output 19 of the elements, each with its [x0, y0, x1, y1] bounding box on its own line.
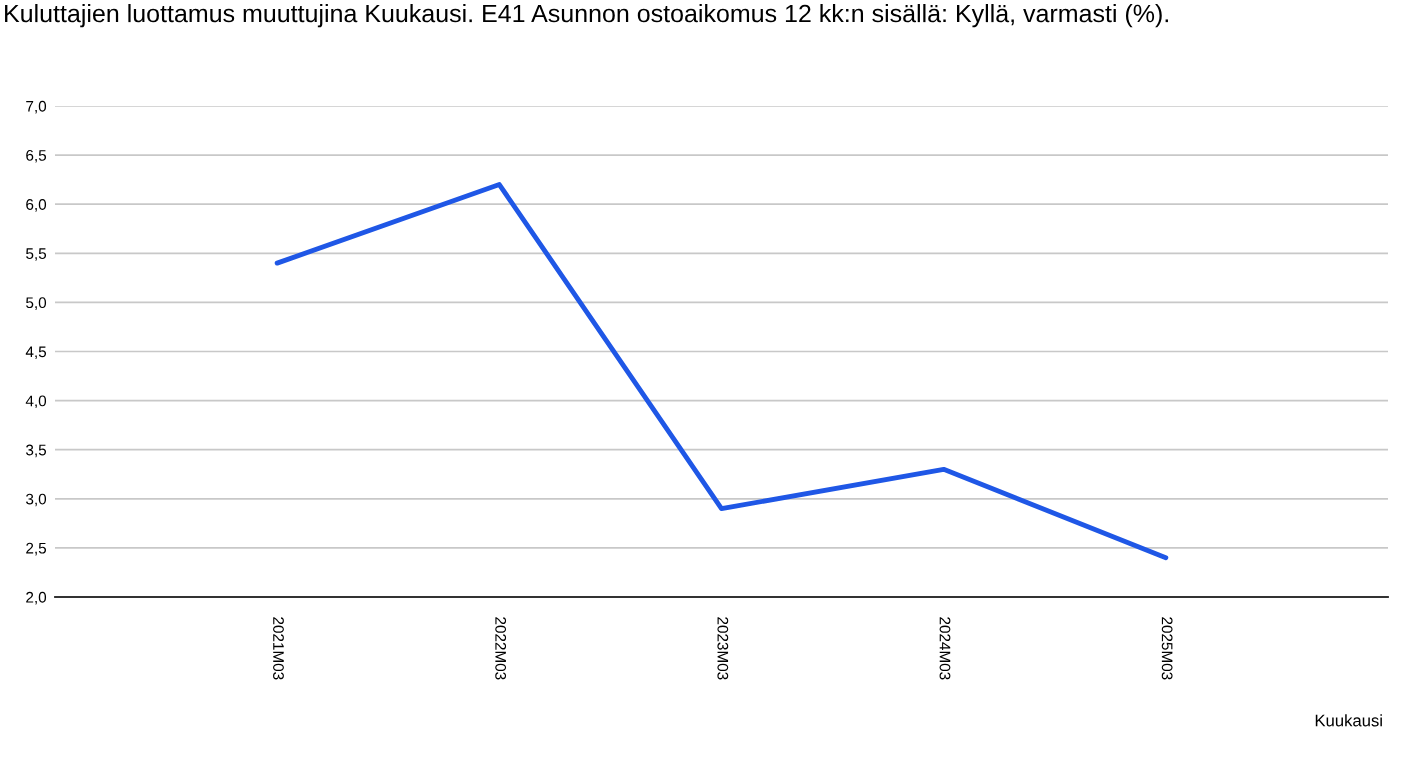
x-tick-label: 2025M03 — [1161, 617, 1173, 680]
y-tick-label: 2,0 — [26, 591, 47, 605]
x-tick-label: 2023M03 — [717, 617, 729, 680]
y-tick-label: 3,0 — [26, 493, 47, 507]
x-tick-label: 2021M03 — [273, 617, 284, 680]
y-tick-label: 3,5 — [26, 444, 47, 458]
line-series — [274, 182, 1169, 561]
y-tick-label: 6,0 — [26, 199, 47, 212]
x-tick-label: 2022M03 — [495, 617, 507, 680]
y-tick-label: 4,5 — [25, 346, 47, 359]
y-tick-label: 7,0 — [26, 100, 47, 114]
y-tick-label: 4,0 — [25, 395, 47, 409]
y-tick-label: 6,5 — [26, 149, 47, 163]
x-axis-title: Kuukausi — [1315, 714, 1382, 727]
x-tick-label: 2024M03 — [939, 617, 951, 680]
y-tick-label: 2,5 — [26, 542, 47, 556]
chart-title: Kuluttajien luottamus muuttujina Kuukausi. E41 Asunnon ostoaikomus 12 kk:n sisällä: Kyllä, varmasti (%). — [5, 4, 1168, 28]
y-tick-label: 5,0 — [26, 297, 47, 310]
y-tick-label: 5,5 — [26, 248, 47, 261]
